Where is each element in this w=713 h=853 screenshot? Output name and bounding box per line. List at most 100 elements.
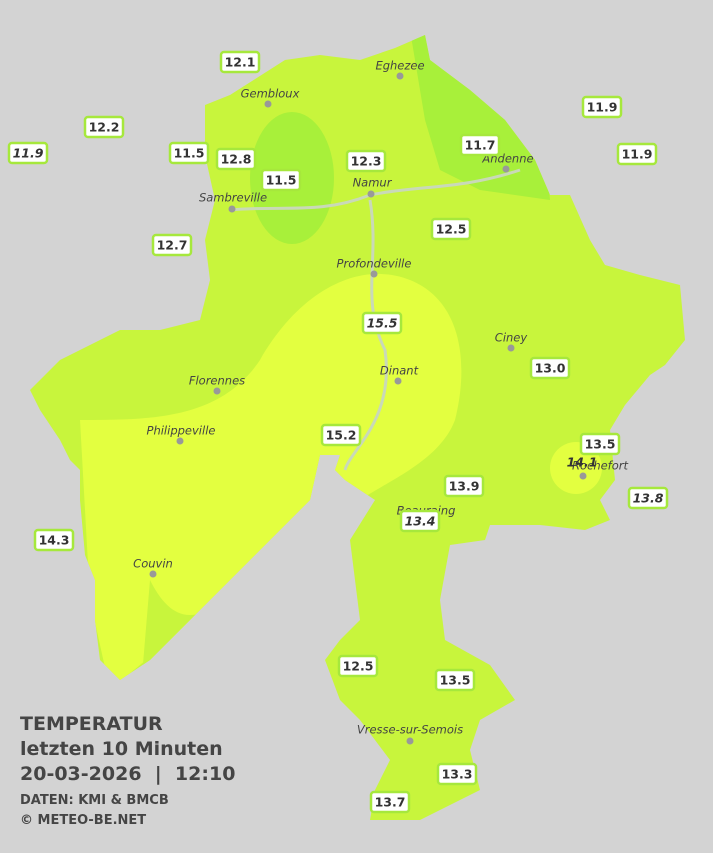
station-box <box>320 423 362 447</box>
city-label: Gembloux <box>241 87 300 101</box>
station-box <box>151 233 193 257</box>
city-dot <box>213 387 221 395</box>
station: 13.7 <box>369 790 411 814</box>
station-value: 11.9 <box>622 147 653 162</box>
station: 11.9 <box>581 95 623 119</box>
station-value: 12.7 <box>157 238 188 253</box>
station-box <box>399 509 441 533</box>
city-label: Dinant <box>380 364 419 378</box>
station-box <box>616 142 658 166</box>
station: 11.9 <box>616 142 658 166</box>
city-dot <box>396 72 404 80</box>
station: 15.5 <box>361 311 403 335</box>
city-dot <box>406 737 414 745</box>
station: 12.1 <box>219 50 261 74</box>
station-box <box>83 115 125 139</box>
station-value: 14.3 <box>39 533 70 548</box>
station-box <box>443 474 485 498</box>
city-label: Ciney <box>495 331 528 345</box>
city-label: Profondeville <box>337 257 412 271</box>
station-value: 12.2 <box>89 120 120 135</box>
station-value: 11.9 <box>13 146 44 161</box>
station-value: 11.7 <box>465 138 496 153</box>
station: 13.0 <box>529 356 571 380</box>
city-label: Couvin <box>133 557 173 571</box>
station: 12.7 <box>151 233 193 257</box>
station-box <box>7 141 49 165</box>
city-label: Rochefort <box>572 459 629 473</box>
station: 11.5 <box>260 168 302 192</box>
station-value: 12.3 <box>351 154 382 169</box>
station-box <box>345 149 387 173</box>
station-value: 15.5 <box>367 316 398 331</box>
station-box <box>215 147 257 171</box>
station: 12.3 <box>345 149 387 173</box>
station: 12.8 <box>215 147 257 171</box>
city-dot <box>176 437 184 445</box>
city-dot <box>264 100 272 108</box>
city-dot <box>502 165 510 173</box>
station-value: 14.1 <box>567 455 598 470</box>
city-dot <box>228 205 236 213</box>
city-dot <box>394 377 402 385</box>
subtitle: letzten 10 Minuten <box>20 738 223 760</box>
station-value: 13.9 <box>449 479 480 494</box>
station-value: 11.5 <box>174 146 205 161</box>
city-dot <box>149 570 157 578</box>
city-label: Namur <box>353 176 393 190</box>
station-value: 13.7 <box>375 795 406 810</box>
station-box <box>627 486 669 510</box>
city-dot <box>367 190 375 198</box>
copyright: © METEO-BE.NET <box>20 813 146 828</box>
station: 13.4 <box>399 509 441 533</box>
city-label: Philippeville <box>147 424 216 438</box>
city-label: Sambreville <box>199 191 267 205</box>
station-value: 12.1 <box>225 55 256 70</box>
station-value: 13.8 <box>633 491 664 506</box>
station-box <box>436 762 478 786</box>
datetime: 20-03-2026 | 12:10 <box>20 763 235 785</box>
station: 12.5 <box>337 654 379 678</box>
station-box <box>260 168 302 192</box>
station: 12.5 <box>430 217 472 241</box>
station: 11.7 <box>459 133 501 157</box>
station-value: 11.5 <box>266 173 297 188</box>
station-value: 13.5 <box>585 437 616 452</box>
station-box <box>434 668 476 692</box>
station-value: 15.2 <box>326 428 357 443</box>
city-dot <box>507 344 515 352</box>
station: 14.3 <box>33 528 75 552</box>
station-box <box>361 311 403 335</box>
title: TEMPERATUR <box>20 713 163 735</box>
station-box <box>337 654 379 678</box>
station-value: 12.5 <box>343 659 374 674</box>
source: DATEN: KMI & BMCB <box>20 793 169 808</box>
station-value: 13.4 <box>405 514 436 529</box>
station-box <box>581 95 623 119</box>
station-box <box>529 356 571 380</box>
station-box <box>430 217 472 241</box>
station: 14.1 <box>567 455 598 470</box>
station-box <box>219 50 261 74</box>
city-label: Eghezee <box>375 59 424 73</box>
station: 11.9 <box>7 141 49 165</box>
station-box <box>168 141 210 165</box>
station: 11.5 <box>168 141 210 165</box>
station-value: 12.5 <box>436 222 467 237</box>
city-dot <box>370 270 378 278</box>
station-box <box>33 528 75 552</box>
station-value: 13.3 <box>442 767 473 782</box>
station-value: 11.9 <box>587 100 618 115</box>
station: 13.9 <box>443 474 485 498</box>
station-box <box>369 790 411 814</box>
station: 13.8 <box>627 486 669 510</box>
station: 15.2 <box>320 423 362 447</box>
station: 12.2 <box>83 115 125 139</box>
station-value: 13.0 <box>535 361 566 376</box>
station-box <box>459 133 501 157</box>
city-dot <box>579 472 587 480</box>
city-label: Florennes <box>189 374 245 388</box>
station: 13.3 <box>436 762 478 786</box>
